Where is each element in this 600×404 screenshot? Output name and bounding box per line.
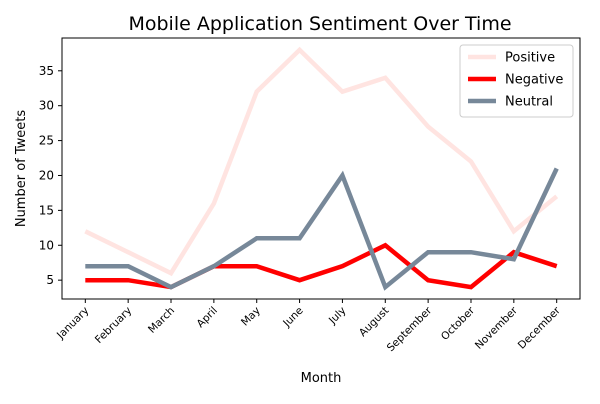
x-tick-label: August: [357, 305, 391, 339]
x-tick-label: September: [385, 304, 435, 354]
x-tick-label: March: [146, 305, 177, 336]
series-line-positive: [84, 46, 559, 277]
y-tick-label: 5: [46, 273, 54, 287]
y-tick-label: 35: [39, 64, 54, 78]
y-tick-label: 20: [39, 168, 54, 182]
x-tick-label: October: [439, 304, 478, 343]
y-tick-label: 30: [39, 99, 54, 113]
x-tick-label: January: [54, 305, 91, 342]
x-tick-label: April: [195, 305, 220, 330]
x-axis-label: Month: [301, 371, 342, 386]
legend-label-neutral: Neutral: [505, 95, 553, 110]
x-tick-label: February: [93, 305, 134, 346]
y-tick-label: 15: [39, 203, 54, 217]
chart-title: Mobile Application Sentiment Over Time: [128, 13, 511, 35]
x-tick-label: June: [280, 305, 305, 330]
y-tick-label: 10: [39, 238, 54, 252]
x-tick-label: May: [239, 305, 263, 329]
legend-label-positive: Positive: [505, 51, 555, 66]
series-line-neutral: [85, 167, 559, 291]
y-tick-label: 25: [39, 134, 54, 148]
x-tick-label: July: [326, 305, 349, 328]
x-tick-label: November: [473, 304, 521, 352]
y-axis-label: Number of Tweets: [14, 110, 29, 228]
plot-frame: [61, 37, 581, 300]
legend: Positive Negative Neutral: [459, 44, 574, 118]
legend-label-negative: Negative: [505, 73, 563, 88]
x-tick-label: December: [516, 304, 563, 351]
